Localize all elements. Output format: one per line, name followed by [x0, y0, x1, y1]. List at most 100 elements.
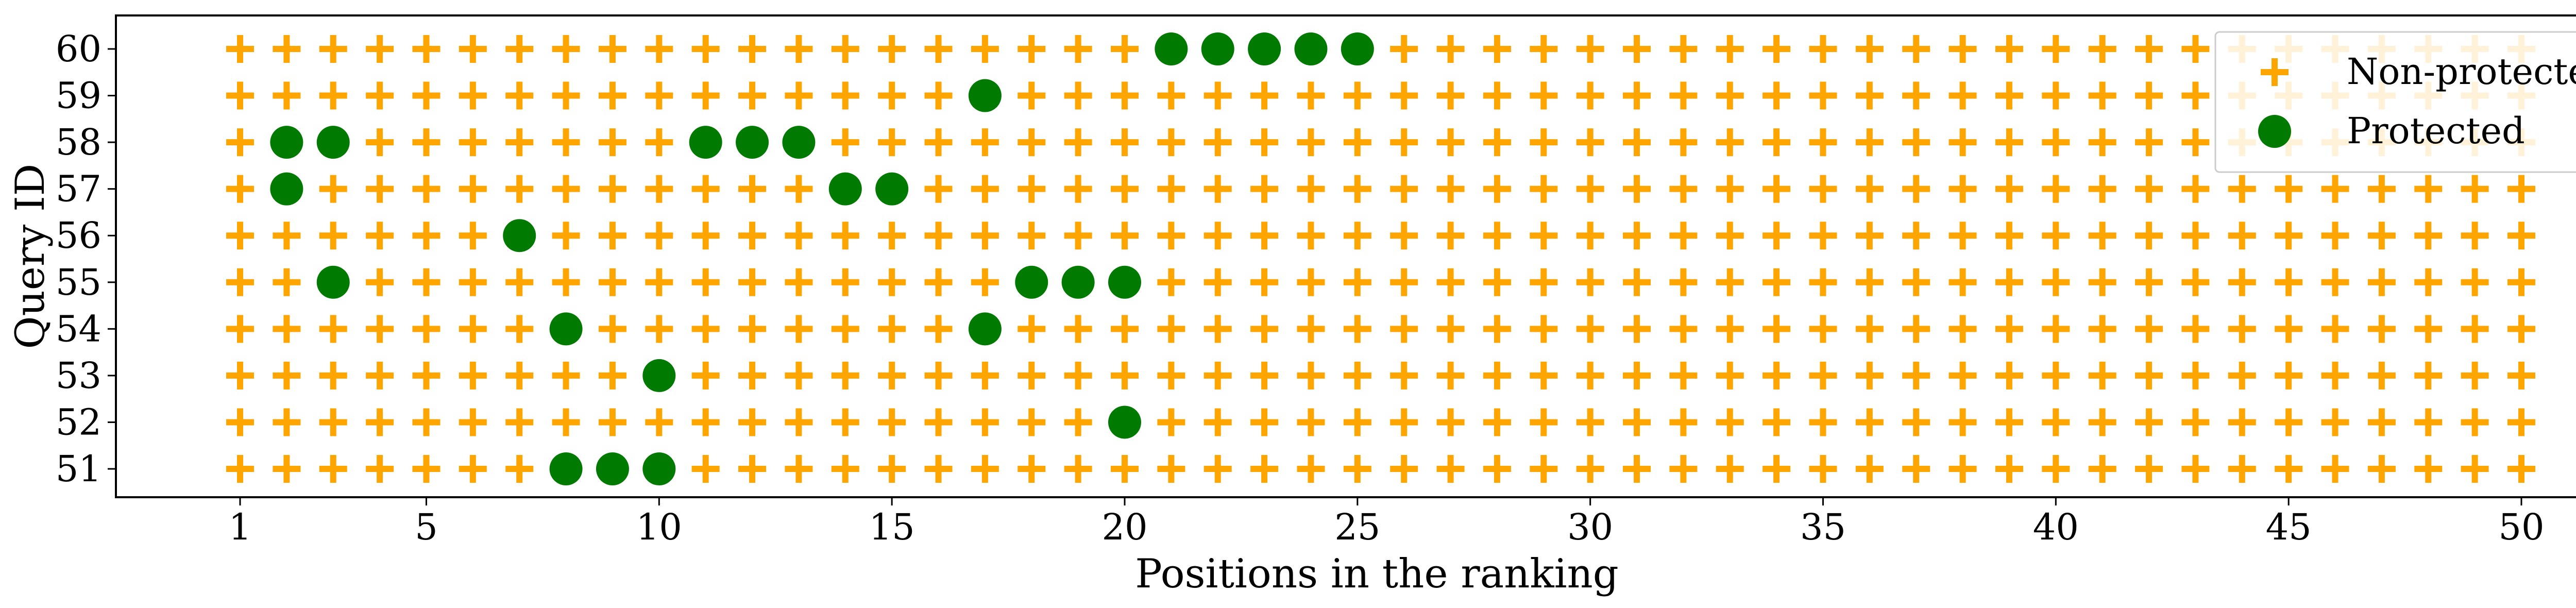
non-protected-point: [366, 455, 394, 483]
non-protected-point: [459, 408, 487, 436]
non-protected-point: [1436, 175, 1465, 203]
non-protected-point: [1948, 81, 1977, 110]
non-protected-point: [1530, 455, 1558, 483]
non-protected-point: [1297, 128, 1325, 157]
non-protected-point: [505, 408, 534, 436]
non-protected-point: [878, 268, 906, 296]
non-protected-point: [1530, 268, 1558, 296]
non-protected-point: [1157, 81, 1185, 110]
non-protected-point: [2042, 35, 2070, 63]
non-protected-point: [2042, 175, 2070, 203]
non-protected-point: [1436, 268, 1465, 296]
non-protected-point: [1157, 175, 1185, 203]
non-protected-point: [273, 268, 301, 296]
non-protected-point: [2228, 361, 2256, 390]
non-protected-point: [2461, 361, 2489, 390]
non-protected-point: [971, 222, 999, 250]
non-protected-point: [1204, 128, 1232, 157]
non-protected-point: [691, 35, 720, 63]
non-protected-point: [2461, 455, 2489, 483]
non-protected-point: [1902, 268, 1930, 296]
non-protected-point: [412, 315, 440, 343]
non-protected-point: [1762, 315, 1791, 343]
non-protected-point: [505, 81, 534, 110]
non-protected-point: [366, 175, 394, 203]
non-protected-point: [1297, 408, 1325, 436]
non-protected-point: [2135, 81, 2163, 110]
non-protected-point: [1390, 222, 1418, 250]
non-protected-point: [1995, 128, 2023, 157]
non-protected-point: [2228, 315, 2256, 343]
non-protected-point: [2135, 361, 2163, 390]
non-protected-point: [924, 128, 953, 157]
non-protected-point: [319, 175, 347, 203]
y-tick-label: 54: [56, 308, 101, 350]
protected-point: [1108, 406, 1141, 439]
non-protected-point: [1995, 455, 2023, 483]
non-protected-point: [1483, 268, 1511, 296]
non-protected-point: [1995, 361, 2023, 390]
non-protected-point: [2275, 222, 2303, 250]
non-protected-point: [1110, 455, 1139, 483]
non-protected-point: [1018, 81, 1046, 110]
non-protected-point: [831, 455, 859, 483]
non-protected-point: [273, 408, 301, 436]
non-protected-point: [878, 128, 906, 157]
non-protected-point: [459, 81, 487, 110]
non-protected-point: [2321, 408, 2349, 436]
protected-point: [642, 452, 676, 485]
non-protected-point: [1902, 361, 1930, 390]
non-protected-point: [273, 455, 301, 483]
non-protected-point: [1110, 222, 1139, 250]
non-protected-point: [2367, 175, 2396, 203]
non-protected-point: [319, 455, 347, 483]
non-protected-point: [1623, 361, 1651, 390]
non-protected-point: [1064, 175, 1092, 203]
non-protected-point: [1809, 128, 1837, 157]
non-protected-point: [412, 361, 440, 390]
non-protected-point: [1110, 35, 1139, 63]
non-protected-point: [971, 408, 999, 436]
non-protected-point: [226, 128, 254, 157]
non-protected-point: [1948, 222, 1977, 250]
non-protected-point: [2181, 408, 2210, 436]
non-protected-point: [1390, 175, 1418, 203]
non-protected-point: [1623, 408, 1651, 436]
non-protected-point: [1623, 81, 1651, 110]
non-protected-point: [645, 222, 673, 250]
non-protected-point: [1064, 222, 1092, 250]
non-protected-point: [691, 175, 720, 203]
non-protected-point: [1669, 81, 1698, 110]
non-protected-point: [1157, 455, 1185, 483]
non-protected-point: [924, 81, 953, 110]
y-tick-label: 58: [56, 121, 101, 163]
protected-point: [596, 452, 629, 485]
protected-point: [736, 126, 769, 159]
non-protected-point: [738, 455, 767, 483]
non-protected-point: [1250, 128, 1279, 157]
non-protected-point: [2181, 81, 2210, 110]
non-protected-point: [226, 35, 254, 63]
non-protected-point: [1995, 222, 2023, 250]
non-protected-point: [459, 175, 487, 203]
non-protected-point: [505, 128, 534, 157]
non-protected-point: [319, 222, 347, 250]
non-protected-point: [924, 408, 953, 436]
non-protected-point: [319, 81, 347, 110]
non-protected-point: [2275, 455, 2303, 483]
non-protected-point: [1762, 222, 1791, 250]
non-protected-point: [785, 35, 813, 63]
non-protected-point: [2088, 268, 2116, 296]
x-tick-label: 50: [2498, 506, 2544, 548]
x-axis-label: Positions in the ranking: [1135, 551, 1618, 597]
non-protected-point: [1669, 455, 1698, 483]
non-protected-point: [1250, 361, 1279, 390]
protected-point: [1294, 32, 1328, 65]
non-protected-point: [645, 268, 673, 296]
non-protected-point: [971, 175, 999, 203]
non-protected-point: [2275, 408, 2303, 436]
non-protected-point: [1110, 361, 1139, 390]
non-protected-point: [1995, 408, 2023, 436]
non-protected-point: [319, 408, 347, 436]
non-protected-point: [1762, 175, 1791, 203]
